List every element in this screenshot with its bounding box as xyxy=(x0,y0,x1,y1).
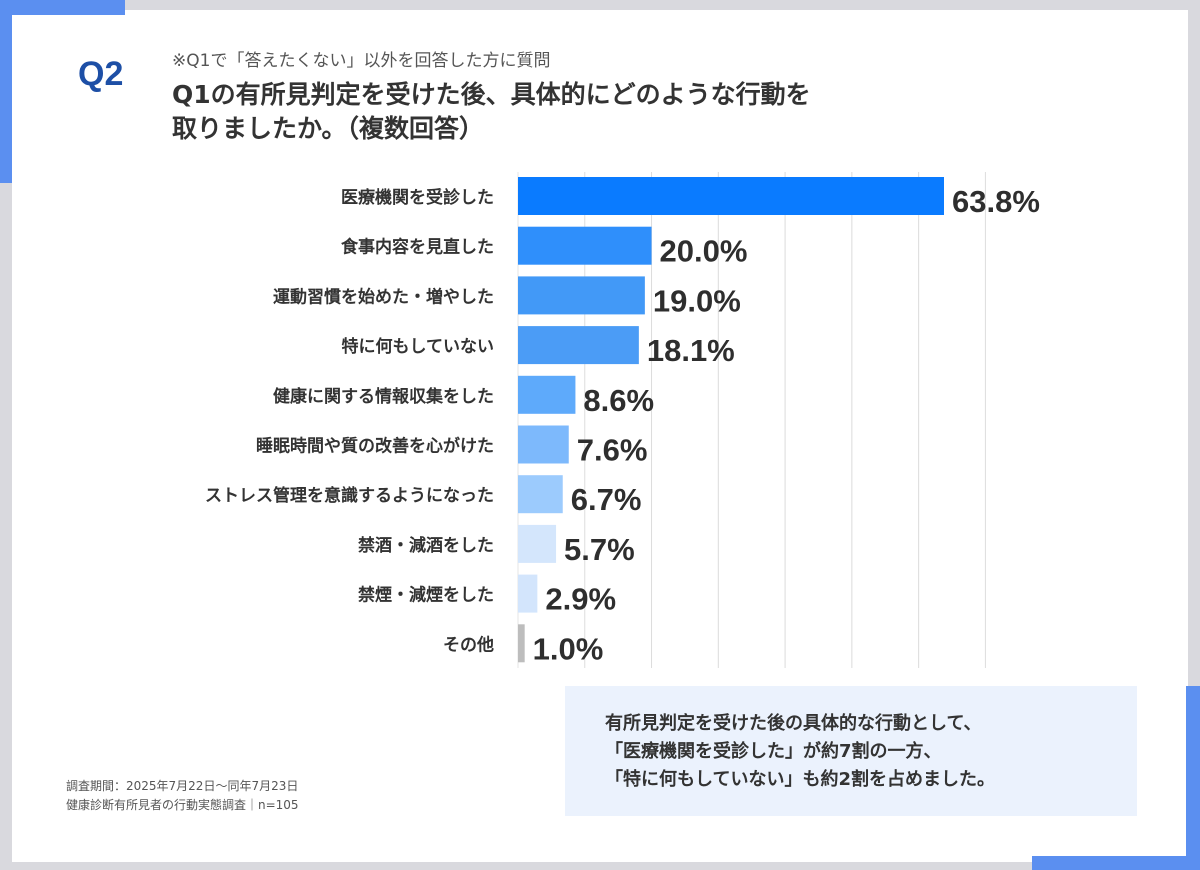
bar xyxy=(518,226,652,265)
summary-box: 有所見判定を受けた後の具体的な行動として、 「医療機関を受診した」が約7割の一方… xyxy=(565,686,1137,816)
category-label: 睡眠時間や質の改善を心がけた xyxy=(256,436,494,457)
bar xyxy=(518,276,645,315)
category-label: 医療機関を受診した xyxy=(341,187,494,208)
value-label: 19.0% xyxy=(653,283,741,318)
bar xyxy=(518,524,557,563)
footer-notes: 調査期間：2025年7月22日～同年7月23日 健康診断有所見者の行動実態調査｜… xyxy=(66,777,299,815)
bar xyxy=(518,574,538,613)
corner-accent-bottom xyxy=(1032,856,1200,870)
title-line-2: 取りましたか。（複数回答） xyxy=(172,114,485,143)
value-label: 8.6% xyxy=(583,383,654,418)
value-label: 7.6% xyxy=(577,433,648,468)
category-label: 運動習慣を始めた・増やした xyxy=(273,286,494,307)
bar xyxy=(518,375,576,414)
bar xyxy=(518,177,944,215)
bar xyxy=(518,425,569,464)
category-label: 特に何もしていない xyxy=(342,336,495,357)
summary-text: 有所見判定を受けた後の具体的な行動として、 「医療機関を受診した」が約7割の一方… xyxy=(605,710,995,794)
category-label: その他 xyxy=(443,634,494,655)
value-label: 2.9% xyxy=(545,582,616,617)
question-note: ※Q1で「答えたくない」以外を回答した方に質問 xyxy=(172,51,551,71)
summary-line-1: 有所見判定を受けた後の具体的な行動として、 xyxy=(605,713,982,734)
value-label: 5.7% xyxy=(564,532,635,567)
title-line-1: Q1の有所見判定を受けた後、具体的にどのような行動を xyxy=(172,80,811,109)
category-label: 禁酒・減酒をした xyxy=(358,535,494,556)
value-label: 20.0% xyxy=(660,234,748,269)
value-label: 1.0% xyxy=(533,631,604,666)
survey-name: 健康診断有所見者の行動実態調査｜n=105 xyxy=(66,798,299,812)
question-title: Q1の有所見判定を受けた後、具体的にどのような行動を 取りましたか。（複数回答） xyxy=(172,78,932,146)
question-number: Q2 xyxy=(78,55,124,93)
value-label: 18.1% xyxy=(647,333,735,368)
bar xyxy=(518,326,639,365)
bar xyxy=(518,624,525,663)
category-label: ストレス管理を意識するようになった xyxy=(205,485,494,506)
value-label: 63.8% xyxy=(952,184,1040,219)
corner-accent-top xyxy=(0,0,125,15)
value-label: 6.7% xyxy=(571,482,642,517)
category-label: 健康に関する情報収集をした xyxy=(273,386,494,407)
summary-line-2: 「医療機関を受診した」が約7割の一方、 xyxy=(605,741,942,762)
survey-period: 調査期間：2025年7月22日～同年7月23日 xyxy=(66,779,299,793)
summary-line-3: 「特に何もしていない」も約2割を占めました。 xyxy=(605,769,995,790)
category-label: 食事内容を見直した xyxy=(341,237,494,258)
bar xyxy=(518,475,563,514)
corner-accent-left xyxy=(0,0,12,183)
category-label: 禁煙・減煙をした xyxy=(358,585,494,606)
corner-accent-right xyxy=(1186,686,1200,870)
